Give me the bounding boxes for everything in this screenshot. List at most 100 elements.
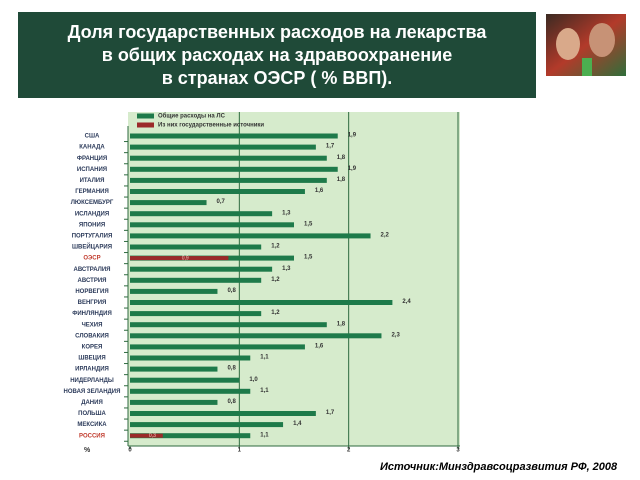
bar bbox=[130, 233, 371, 239]
photo bbox=[546, 14, 626, 76]
y-tick-label: ИРЛАНДИЯ bbox=[75, 367, 109, 373]
y-tick-label: АВСТРИЯ bbox=[78, 278, 107, 284]
y-tick-label: ФРАНЦИЯ bbox=[77, 156, 107, 162]
bar bbox=[130, 300, 393, 305]
x-tick-label: 1 bbox=[238, 448, 242, 454]
value-label: 1,6 bbox=[315, 188, 324, 194]
source-note: Источник:Минздравсоцразвития РФ, 2008 bbox=[380, 461, 618, 473]
bar bbox=[130, 189, 305, 194]
bar bbox=[130, 177, 327, 183]
value-label: 2,3 bbox=[391, 332, 400, 338]
y-tick-label: ИСЛАНДИЯ bbox=[75, 211, 109, 217]
y-tick-label: ПОРТУГАЛИЯ bbox=[72, 233, 113, 239]
x-tick-label: 3 bbox=[456, 448, 460, 454]
y-tick-label: ГЕРМАНИЯ bbox=[75, 189, 109, 195]
bar bbox=[130, 377, 240, 383]
value-label: 1,5 bbox=[304, 255, 313, 261]
value-label: 0,9 bbox=[182, 255, 189, 261]
value-label: 0,8 bbox=[227, 288, 236, 294]
y-tick-label: ОЭСР bbox=[83, 256, 100, 262]
bar bbox=[130, 399, 218, 405]
legend-swatch bbox=[137, 113, 154, 119]
y-tick-label: ИСПАНИЯ bbox=[77, 167, 107, 173]
value-label: 1,3 bbox=[282, 266, 291, 272]
value-label: 1,1 bbox=[260, 388, 269, 394]
value-label: 1,9 bbox=[348, 166, 357, 172]
bar bbox=[130, 311, 262, 317]
bar bbox=[130, 266, 273, 272]
value-label: 1,9 bbox=[348, 133, 357, 139]
value-label: 2,4 bbox=[402, 299, 411, 305]
bar bbox=[130, 144, 316, 150]
value-label: 1,3 bbox=[282, 210, 291, 216]
y-tick-label: НОВАЯ ЗЕЛАНДИЯ bbox=[64, 389, 121, 395]
legend-label: Из них государственные источники bbox=[158, 123, 264, 129]
y-tick-label: ШВЕЙЦАРИЯ bbox=[72, 243, 112, 251]
y-tick-label: ФИНЛЯНДИЯ bbox=[72, 311, 112, 317]
value-label: 1,0 bbox=[249, 377, 258, 383]
y-tick-label: ИТАЛИЯ bbox=[80, 178, 105, 184]
y-tick-label: КОРЕЯ bbox=[82, 344, 103, 350]
bar bbox=[130, 433, 251, 439]
y-tick-label: СЛОВАКИЯ bbox=[75, 333, 109, 339]
bar bbox=[130, 244, 262, 250]
value-label: 1,7 bbox=[326, 410, 335, 416]
bar bbox=[130, 200, 207, 206]
bar bbox=[130, 277, 262, 283]
legend-swatch bbox=[137, 122, 154, 128]
slide-title: Доля государственных расходов на лекарст… bbox=[18, 12, 536, 98]
x-tick-label: 2 bbox=[347, 448, 351, 454]
y-tick-label: НОРВЕГИЯ bbox=[75, 289, 108, 295]
bar bbox=[130, 256, 229, 261]
legend-label: Общие расходы на ЛС bbox=[158, 113, 226, 120]
y-tick-label: США bbox=[85, 134, 100, 140]
value-label: 1,1 bbox=[260, 432, 269, 438]
y-tick-label: ШВЕЦИЯ bbox=[78, 356, 105, 362]
bar bbox=[130, 388, 251, 394]
y-tick-label: РОССИЯ bbox=[79, 433, 105, 439]
value-label: 1,8 bbox=[337, 321, 346, 327]
x-axis-label: % bbox=[84, 447, 91, 454]
y-tick-label: АВСТРАЛИЯ bbox=[73, 267, 110, 273]
y-tick-label: ПОЛЬША bbox=[78, 411, 106, 417]
y-tick-label: ЛЮКСЕМБУРГ bbox=[71, 200, 114, 206]
value-label: 0,3 bbox=[149, 433, 156, 439]
y-tick-label: ДАНИЯ bbox=[81, 400, 103, 406]
value-label: 0,7 bbox=[217, 199, 226, 205]
y-tick-label: ВЕНГРИЯ bbox=[78, 300, 107, 306]
y-tick-label: ЧЕХИЯ bbox=[82, 322, 103, 328]
value-label: 1,1 bbox=[260, 355, 269, 361]
y-tick-label: ЯПОНИЯ bbox=[79, 222, 105, 228]
bar bbox=[130, 344, 305, 350]
y-tick-label: КАНАДА bbox=[79, 145, 105, 151]
value-label: 1,2 bbox=[271, 244, 280, 250]
value-label: 1,5 bbox=[304, 221, 313, 227]
bar bbox=[130, 433, 163, 438]
bar bbox=[130, 333, 382, 339]
value-label: 1,7 bbox=[326, 144, 335, 150]
value-label: 1,2 bbox=[271, 277, 280, 283]
value-label: 1,8 bbox=[337, 155, 346, 161]
bar bbox=[130, 155, 327, 161]
y-tick-label: МЕКСИКА bbox=[77, 422, 107, 428]
bar bbox=[130, 355, 251, 361]
value-label: 1,6 bbox=[315, 343, 324, 349]
value-label: 2,2 bbox=[381, 232, 390, 238]
bar bbox=[130, 366, 218, 372]
bar bbox=[130, 222, 294, 228]
bar bbox=[130, 411, 316, 416]
bar bbox=[130, 422, 284, 428]
bar bbox=[130, 322, 327, 328]
x-tick-label: 0 bbox=[128, 448, 132, 454]
value-label: 1,8 bbox=[337, 177, 346, 183]
value-label: 1,4 bbox=[293, 421, 302, 427]
bar bbox=[130, 133, 338, 139]
bar bbox=[130, 166, 338, 172]
bar bbox=[130, 211, 273, 217]
bar bbox=[130, 288, 218, 294]
y-tick-label: НИДЕРЛАНДЫ bbox=[70, 378, 114, 384]
value-label: 1,2 bbox=[271, 310, 280, 316]
value-label: 0,8 bbox=[227, 366, 236, 372]
